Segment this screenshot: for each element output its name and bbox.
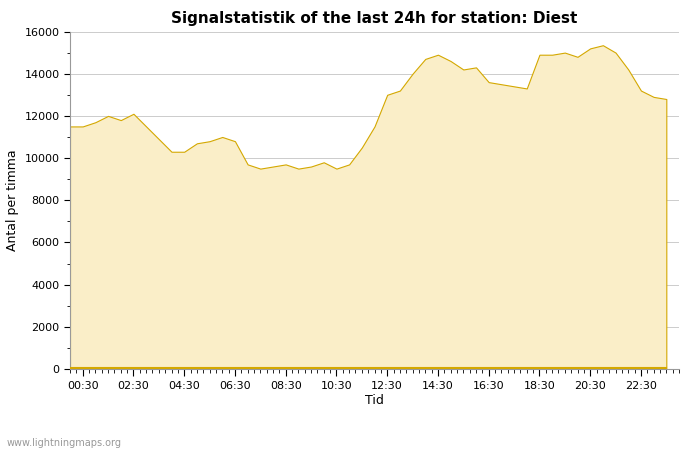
Y-axis label: Antal per timma: Antal per timma xyxy=(6,149,19,251)
Title: Signalstatistik of the last 24h for station: Diest: Signalstatistik of the last 24h for stat… xyxy=(172,11,578,26)
X-axis label: Tid: Tid xyxy=(365,394,384,407)
Legend: Medelsignal per station, Signals station Diest: Medelsignal per station, Signals station… xyxy=(178,447,570,450)
Text: www.lightningmaps.org: www.lightningmaps.org xyxy=(7,438,122,448)
